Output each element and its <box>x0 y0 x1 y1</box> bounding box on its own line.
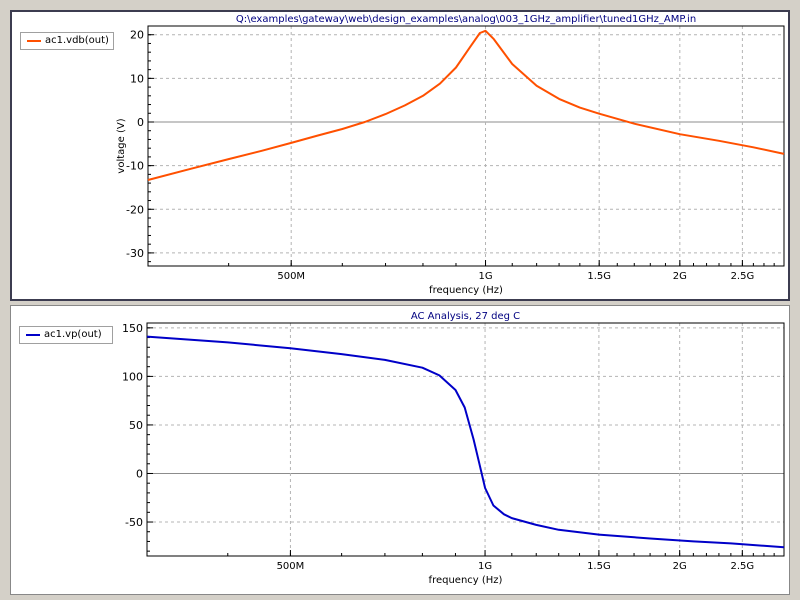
vp-chart: 150 100 50 0 -50 500M 1G 1.5G 2G 2.5G AC Analysis,… <box>122 311 785 586</box>
vp-ytick-label-1: 100 <box>122 370 143 383</box>
legend-label-vdb: ac1.vdb(out) <box>45 35 109 46</box>
vp-xtick-label-1: 1G <box>478 561 492 572</box>
vp-ytick-label-2: 50 <box>129 419 143 432</box>
vp-ytick-label-3: 0 <box>136 467 143 480</box>
vdb-x-axis-label: frequency (Hz) <box>429 285 503 296</box>
legend-swatch-vp <box>26 334 40 336</box>
vdb-title: Q:\examples\gateway\web\design_examples\… <box>236 14 696 25</box>
vdb-xtick-label-2: 1.5G <box>587 271 611 282</box>
vp-plot-panel[interactable]: 150 100 50 0 -50 500M 1G 1.5G 2G 2.5G AC Analysis,… <box>10 305 790 595</box>
vdb-ytick-label-5: -30 <box>126 247 144 260</box>
vp-x-axis-label: frequency (Hz) <box>429 575 503 586</box>
vdb-ytick-label-2: 0 <box>137 116 144 129</box>
vdb-xtick-label-3: 2G <box>673 271 687 282</box>
vdb-xtick-label-4: 2.5G <box>731 271 755 282</box>
vp-xtick-label-3: 2G <box>673 561 687 572</box>
vp-xtick-label-4: 2.5G <box>730 561 754 572</box>
vdb-plot-frame <box>147 25 785 267</box>
vdb-xtick-label-1: 1G <box>478 271 492 282</box>
vdb-xtick-label-0: 500M <box>277 271 305 282</box>
legend-vp[interactable]: ac1.vp(out) <box>19 326 113 344</box>
vp-series-line-0 <box>146 335 785 549</box>
vdb-ytick-label-3: -10 <box>126 160 144 173</box>
legend-vdb[interactable]: ac1.vdb(out) <box>20 32 114 50</box>
vdb-y-axis-label: voltage (V) <box>116 118 127 173</box>
vdb-ytick-label-0: 20 <box>130 29 144 42</box>
vp-plot-frame <box>146 322 785 557</box>
vp-ytick-label-0: 150 <box>122 322 143 335</box>
vdb-series-line-0 <box>147 29 785 181</box>
legend-label-vp: ac1.vp(out) <box>44 329 102 340</box>
vp-ytick-label-4: -50 <box>125 516 143 529</box>
vp-xtick-label-0: 500M <box>277 561 305 572</box>
vdb-ytick-label-4: -20 <box>126 203 144 216</box>
vdb-chart: 20 10 0 -10 -20 -30 500M 1G 1.5G 2G 2.5G Q:\example… <box>116 14 785 296</box>
legend-swatch-vdb <box>27 40 41 42</box>
vdb-ytick-label-1: 10 <box>130 72 144 85</box>
vp-xtick-label-2: 1.5G <box>587 561 611 572</box>
vp-title: AC Analysis, 27 deg C <box>411 311 520 322</box>
vdb-plot-panel[interactable]: 20 10 0 -10 -20 -30 500M 1G 1.5G 2G 2.5G Q:\example… <box>10 10 790 301</box>
